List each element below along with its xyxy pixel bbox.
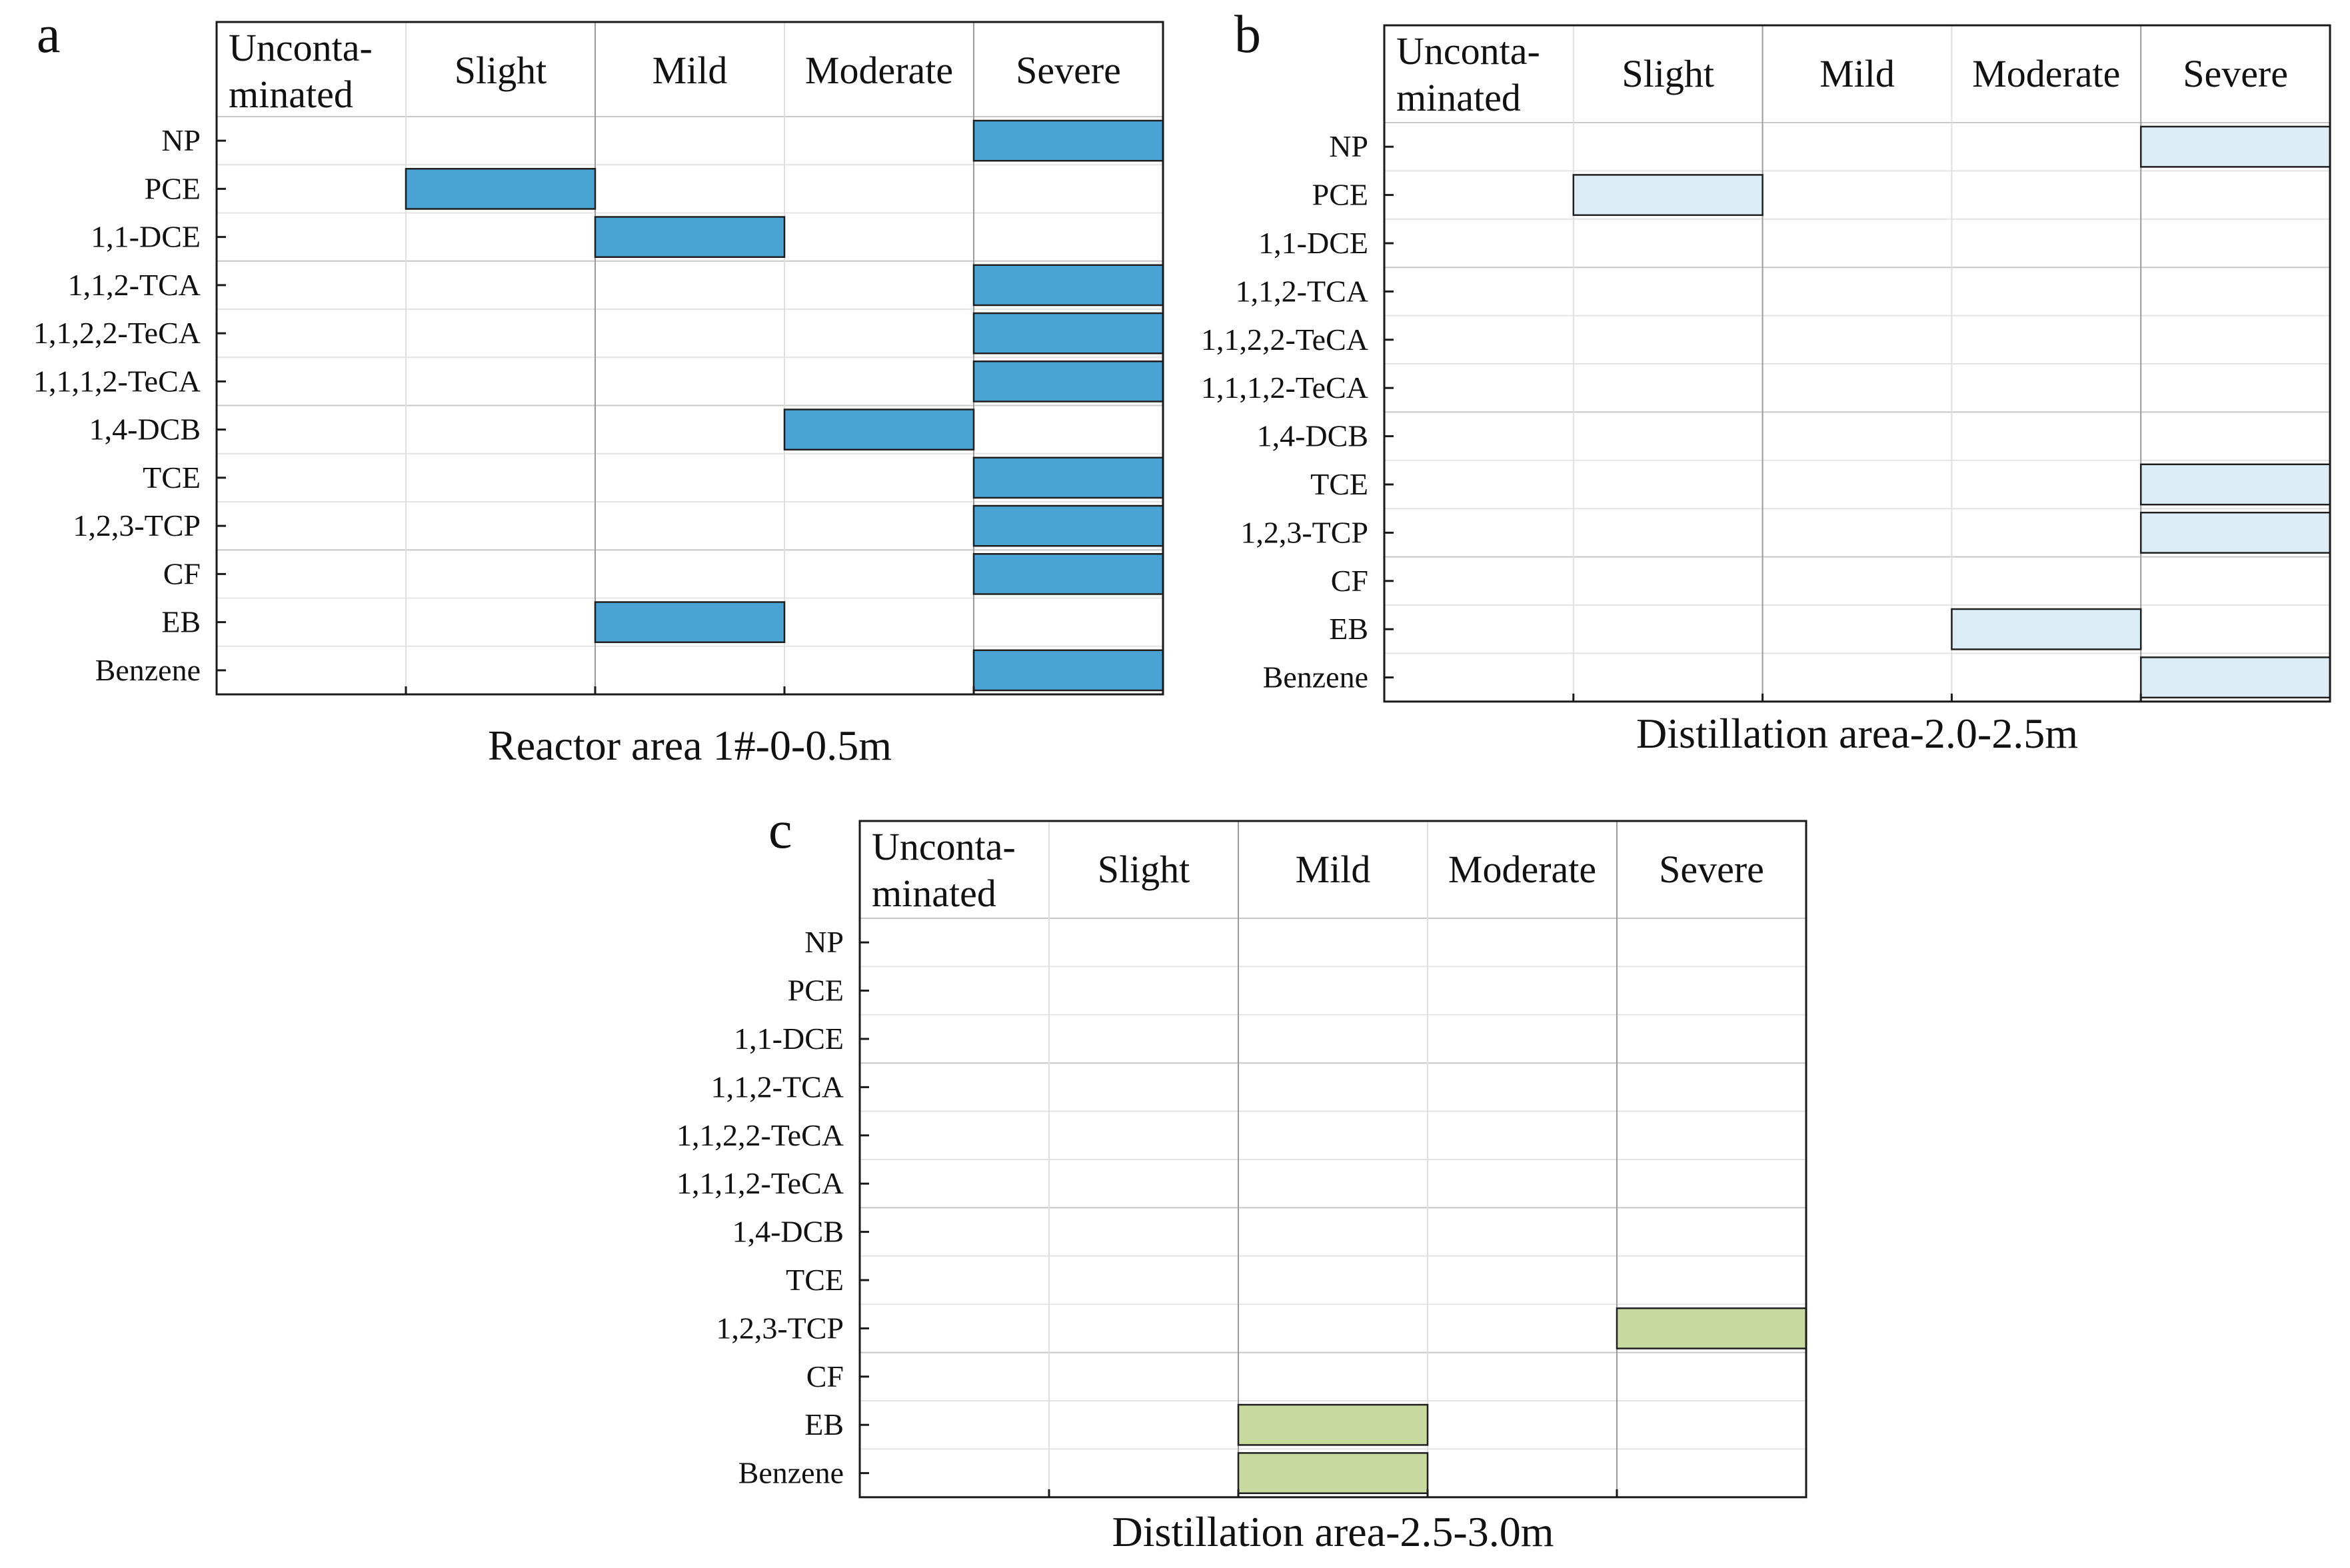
column-header: Severe [1659,848,1764,891]
panel-title: Reactor area 1#-0-0.5m [488,722,892,769]
column-header: Slight [455,49,547,92]
row-label: NP [161,123,201,157]
level-bar-1,1-DCE [594,216,786,258]
row-label: 1,2,3-TCP [1240,515,1368,549]
panel-title: Distillation area-2.5-3.0m [1112,1508,1554,1555]
row-label: 1,1,2,2-TeCA [1201,323,1368,357]
panel-b: b Unconta-minated Slight Mild Moderate Severe… [1201,5,2331,757]
row-label: 1,1,2-TCA [1236,274,1368,308]
column-header: Unconta-minated [872,825,1016,915]
row-label: NP [1329,129,1368,163]
row-label: TCE [1310,467,1368,501]
column-header: Moderate [1448,848,1596,891]
row-label: 1,1-DCE [1258,226,1368,260]
row-label: 1,1,2,2-TeCA [33,316,201,350]
panel-c: c Unconta-minated Slight Mild Moderate Severe… [676,801,1807,1555]
row-label: 1,1,2,2-TeCA [676,1118,844,1152]
column-header: Severe [2183,52,2288,95]
row-label: 1,2,3-TCP [73,508,201,542]
row-label: PCE [1312,178,1368,212]
row-label: Benzene [1263,660,1368,694]
level-bar-TCE [972,456,1164,499]
row-label: 1,1-DCE [734,1022,844,1056]
plot-frame [1383,24,2331,703]
row-label: CF [1331,564,1368,598]
row-label: Benzene [738,1456,844,1490]
row-label: NP [804,925,844,959]
row-label: PCE [145,171,201,205]
level-bar-CF [972,553,1164,595]
level-bar-1,2,3-TCP [1616,1307,1807,1349]
plot-frame [858,820,1807,1499]
plot-frame [215,21,1164,696]
row-label: 1,1,2-TCA [68,268,201,302]
level-bar-EB [1237,1403,1429,1446]
level-bar-EB [1951,608,2142,650]
column-header: Moderate [1972,52,2120,95]
panel-letter: a [37,5,61,64]
row-label: EB [804,1407,844,1441]
column-header: Unconta-minated [1396,29,1540,119]
row-label: TCE [786,1263,844,1297]
level-bar-1,2,3-TCP [972,504,1164,547]
column-header: Mild [1296,848,1371,891]
row-label: 1,2,3-TCP [716,1311,844,1345]
level-bar-NP [2139,125,2331,168]
panel-title: Distillation area-2.0-2.5m [1636,710,2078,757]
level-bar-TCE [2139,463,2331,506]
row-label: 1,1,1,2-TeCA [1201,371,1368,404]
level-bar-1,2,3-TCP [2139,511,2331,554]
row-label: 1,1-DCE [91,220,201,254]
row-label: 1,4-DCB [89,412,201,446]
row-label: 1,4-DCB [732,1215,844,1249]
row-label: Benzene [95,653,201,687]
column-header: Severe [1016,49,1121,92]
level-bar-Benzene [1237,1452,1429,1495]
level-bar-NP [972,119,1164,162]
column-header: Slight [1622,52,1714,95]
row-label: PCE [788,974,844,1008]
row-label: CF [806,1359,844,1393]
level-bar-EB [594,601,786,643]
column-header: Mild [652,49,728,92]
level-bar-PCE [405,168,596,210]
row-label: 1,4-DCB [1257,419,1368,453]
column-header: Moderate [805,49,953,92]
level-bar-PCE [1572,174,1763,217]
panel-letter: c [768,801,792,860]
level-bar-1,1,1,2-TeCA [972,361,1164,402]
row-label: 1,1,1,2-TeCA [33,364,201,398]
column-header: Mild [1819,52,1895,95]
level-bar-Benzene [972,649,1164,692]
row-label: 1,1,1,2-TeCA [676,1166,844,1200]
level-bar-1,4-DCB [783,408,975,450]
level-bar-1,1,2-TCA [972,264,1164,307]
panel-letter: b [1234,5,1261,64]
row-label: CF [163,556,201,590]
row-label: 1,1,2-TCA [711,1070,844,1104]
row-label: EB [161,605,201,639]
panel-a: a Unconta-minated Slight Mild Moderate Severe… [33,5,1164,769]
row-label: TCE [143,460,201,494]
level-bar-Benzene [2139,656,2331,699]
level-bar-1,1,2,2-TeCA [972,312,1164,355]
row-label: EB [1329,612,1368,646]
column-header: Unconta-minated [229,26,373,116]
column-header: Slight [1098,848,1190,891]
